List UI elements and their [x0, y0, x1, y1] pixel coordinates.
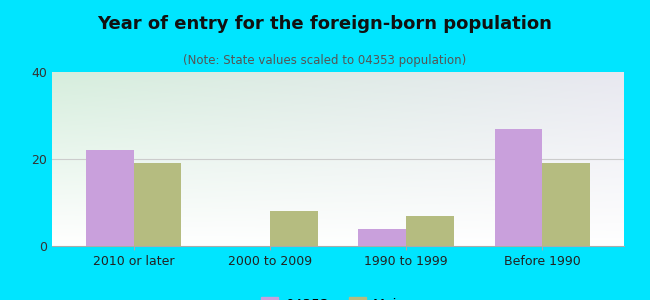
Text: (Note: State values scaled to 04353 population): (Note: State values scaled to 04353 popu… — [183, 54, 467, 67]
Bar — [406, 215, 454, 246]
Bar — [86, 150, 134, 246]
Bar — [134, 163, 181, 246]
Bar — [358, 229, 406, 246]
Bar — [542, 163, 590, 246]
Text: Year of entry for the foreign-born population: Year of entry for the foreign-born popul… — [98, 15, 552, 33]
Bar — [495, 128, 542, 246]
Bar — [270, 211, 318, 246]
Legend: 04353, Maine: 04353, Maine — [255, 291, 421, 300]
